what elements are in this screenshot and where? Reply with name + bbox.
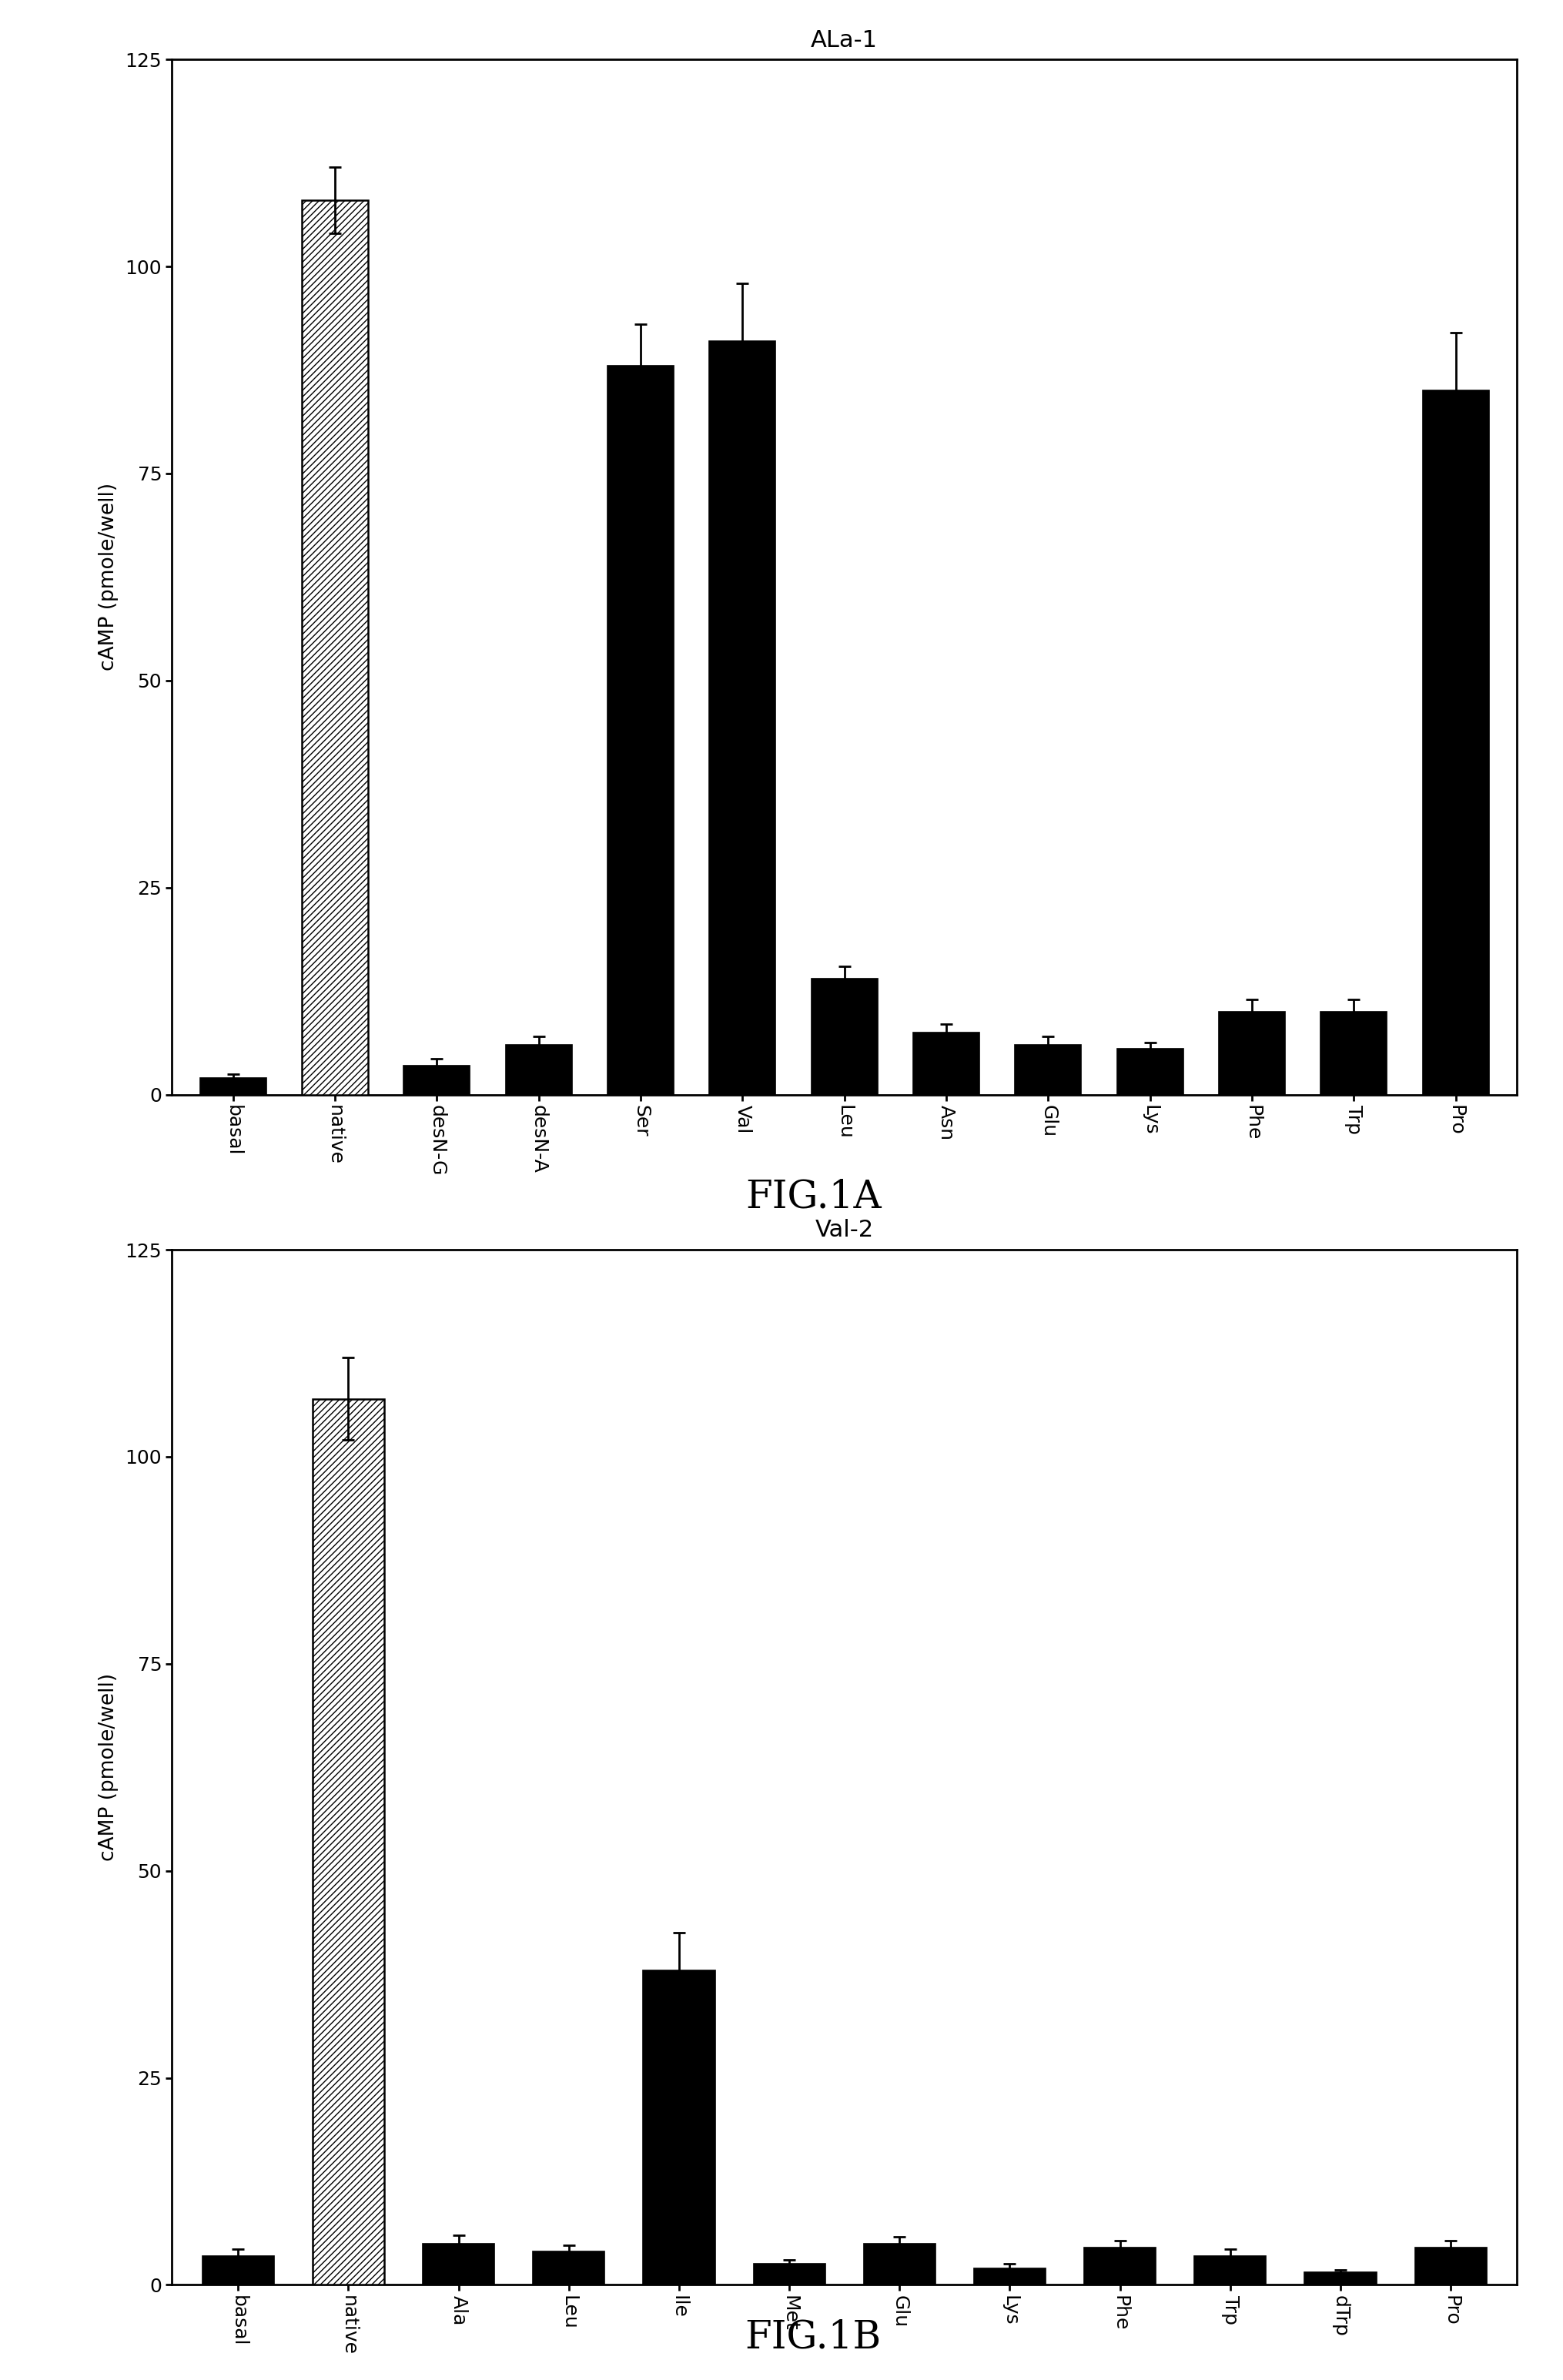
Bar bbox=[1014, 1045, 1080, 1095]
Bar bbox=[1415, 2247, 1486, 2285]
Title: ALa-1: ALa-1 bbox=[811, 29, 877, 52]
Bar bbox=[1116, 1050, 1183, 1095]
Text: FIG.1A: FIG.1A bbox=[746, 1178, 880, 1216]
Bar bbox=[202, 2256, 274, 2285]
Text: FIG.1B: FIG.1B bbox=[744, 2318, 882, 2356]
Title: Val-2: Val-2 bbox=[814, 1219, 874, 1242]
Bar bbox=[313, 1399, 384, 2285]
Bar bbox=[1194, 2256, 1266, 2285]
Bar bbox=[505, 1045, 572, 1095]
Bar bbox=[913, 1033, 978, 1095]
Y-axis label: cAMP (pmole/well): cAMP (pmole/well) bbox=[98, 1673, 119, 1861]
Bar bbox=[710, 340, 775, 1095]
Bar bbox=[811, 978, 877, 1095]
Bar bbox=[422, 2244, 494, 2285]
Y-axis label: cAMP (pmole/well): cAMP (pmole/well) bbox=[98, 483, 119, 671]
Bar bbox=[753, 2263, 825, 2285]
Bar bbox=[974, 2268, 1046, 2285]
Bar bbox=[1304, 2273, 1375, 2285]
Bar bbox=[1321, 1012, 1386, 1095]
Bar bbox=[642, 1971, 714, 2285]
Bar bbox=[302, 200, 367, 1095]
Bar bbox=[533, 2251, 605, 2285]
Bar bbox=[200, 1078, 266, 1095]
Bar bbox=[608, 367, 674, 1095]
Bar bbox=[1218, 1012, 1285, 1095]
Bar bbox=[1422, 390, 1488, 1095]
Bar bbox=[863, 2244, 935, 2285]
Bar bbox=[403, 1066, 470, 1095]
Bar bbox=[1083, 2247, 1155, 2285]
